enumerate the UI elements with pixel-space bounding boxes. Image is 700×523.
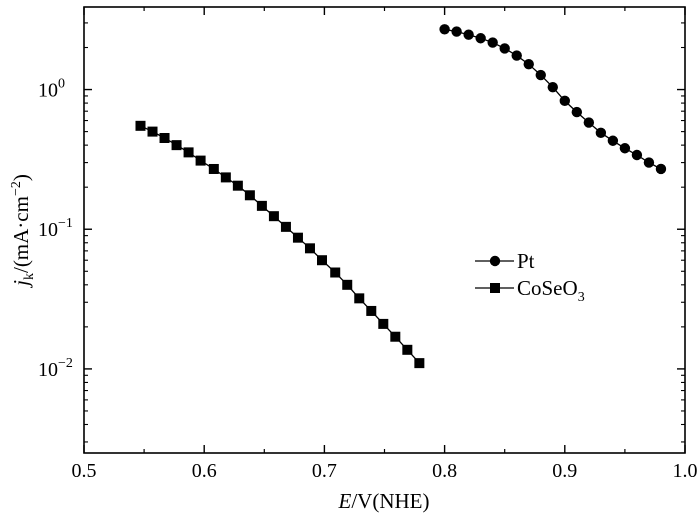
- data-point-coseo3: [292, 232, 303, 243]
- data-point-pt: [475, 33, 486, 44]
- data-point-coseo3: [195, 155, 206, 166]
- data-point-coseo3: [342, 279, 353, 290]
- data-point-coseo3: [244, 190, 255, 201]
- data-point-coseo3: [390, 331, 401, 342]
- data-point-coseo3: [330, 267, 341, 278]
- data-point-pt: [583, 117, 595, 128]
- data-point-coseo3: [208, 163, 219, 174]
- legend-item-coseo3: CoSeO3: [475, 276, 585, 305]
- x-tick-label: 0.8: [432, 460, 457, 482]
- plot-frame: [83, 6, 686, 454]
- data-point-pt: [499, 43, 510, 54]
- y-tick-labels: 100 10−1 10−2: [38, 77, 73, 381]
- data-point-coseo3: [220, 172, 231, 183]
- data-point-pt: [619, 143, 631, 154]
- data-point-coseo3: [147, 126, 158, 137]
- axis-ticks: [83, 7, 686, 453]
- x-axis-title: E/V(NHE): [338, 489, 430, 513]
- data-point-pt: [511, 50, 522, 61]
- data-point-coseo3: [256, 200, 267, 211]
- data-point-coseo3: [316, 255, 327, 266]
- x-tick-label: 0.6: [192, 460, 217, 482]
- data-point-pt: [655, 163, 667, 175]
- data-point-coseo3: [268, 211, 279, 222]
- data-point-pt: [535, 69, 546, 81]
- data-point-coseo3: [171, 140, 182, 151]
- data-point-pt: [523, 58, 534, 70]
- data-point-coseo3: [135, 120, 146, 131]
- y-tick-label: 10−1: [38, 216, 73, 241]
- data-point-coseo3: [366, 305, 377, 316]
- data-point-coseo3: [414, 358, 425, 369]
- data-point-coseo3: [159, 132, 170, 143]
- legend-label-coseo3: CoSeO3: [517, 276, 585, 305]
- legend-marker-coseo3: [490, 283, 500, 293]
- legend-marker-pt: [489, 255, 501, 267]
- series-layer: [135, 24, 667, 369]
- legend: Pt CoSeO3: [475, 249, 585, 305]
- data-point-pt: [559, 95, 570, 107]
- data-point-pt: [631, 149, 643, 161]
- legend-item-pt: Pt: [475, 249, 535, 273]
- data-point-pt: [547, 81, 558, 93]
- y-tick-label: 100: [38, 77, 65, 102]
- x-tick-label: 0.7: [312, 460, 337, 482]
- data-point-coseo3: [304, 243, 315, 254]
- data-point-coseo3: [183, 147, 194, 158]
- x-tick-label: 0.5: [72, 460, 97, 482]
- y-tick-label: 10−2: [38, 356, 73, 381]
- x-tick-labels: 0.5 0.6 0.7 0.8 0.9 1.0: [72, 460, 698, 482]
- data-point-pt: [463, 29, 474, 40]
- data-point-pt: [607, 135, 619, 146]
- series-line-coseo3: [140, 125, 420, 364]
- data-point-pt: [571, 106, 583, 118]
- data-point-pt: [487, 37, 498, 48]
- data-point-pt: [643, 157, 655, 168]
- data-point-coseo3: [402, 344, 413, 355]
- y-axis-title: jk/(mA·cm−2): [9, 174, 37, 289]
- data-point-coseo3: [378, 318, 389, 329]
- x-tick-label: 1.0: [673, 460, 698, 482]
- data-point-coseo3: [280, 221, 291, 232]
- data-point-pt: [595, 127, 607, 139]
- x-tick-label: 0.9: [552, 460, 577, 482]
- data-point-coseo3: [232, 180, 243, 191]
- data-point-coseo3: [354, 293, 365, 304]
- data-point-pt: [451, 26, 462, 37]
- legend-label-pt: Pt: [517, 249, 535, 273]
- data-point-pt: [439, 24, 450, 35]
